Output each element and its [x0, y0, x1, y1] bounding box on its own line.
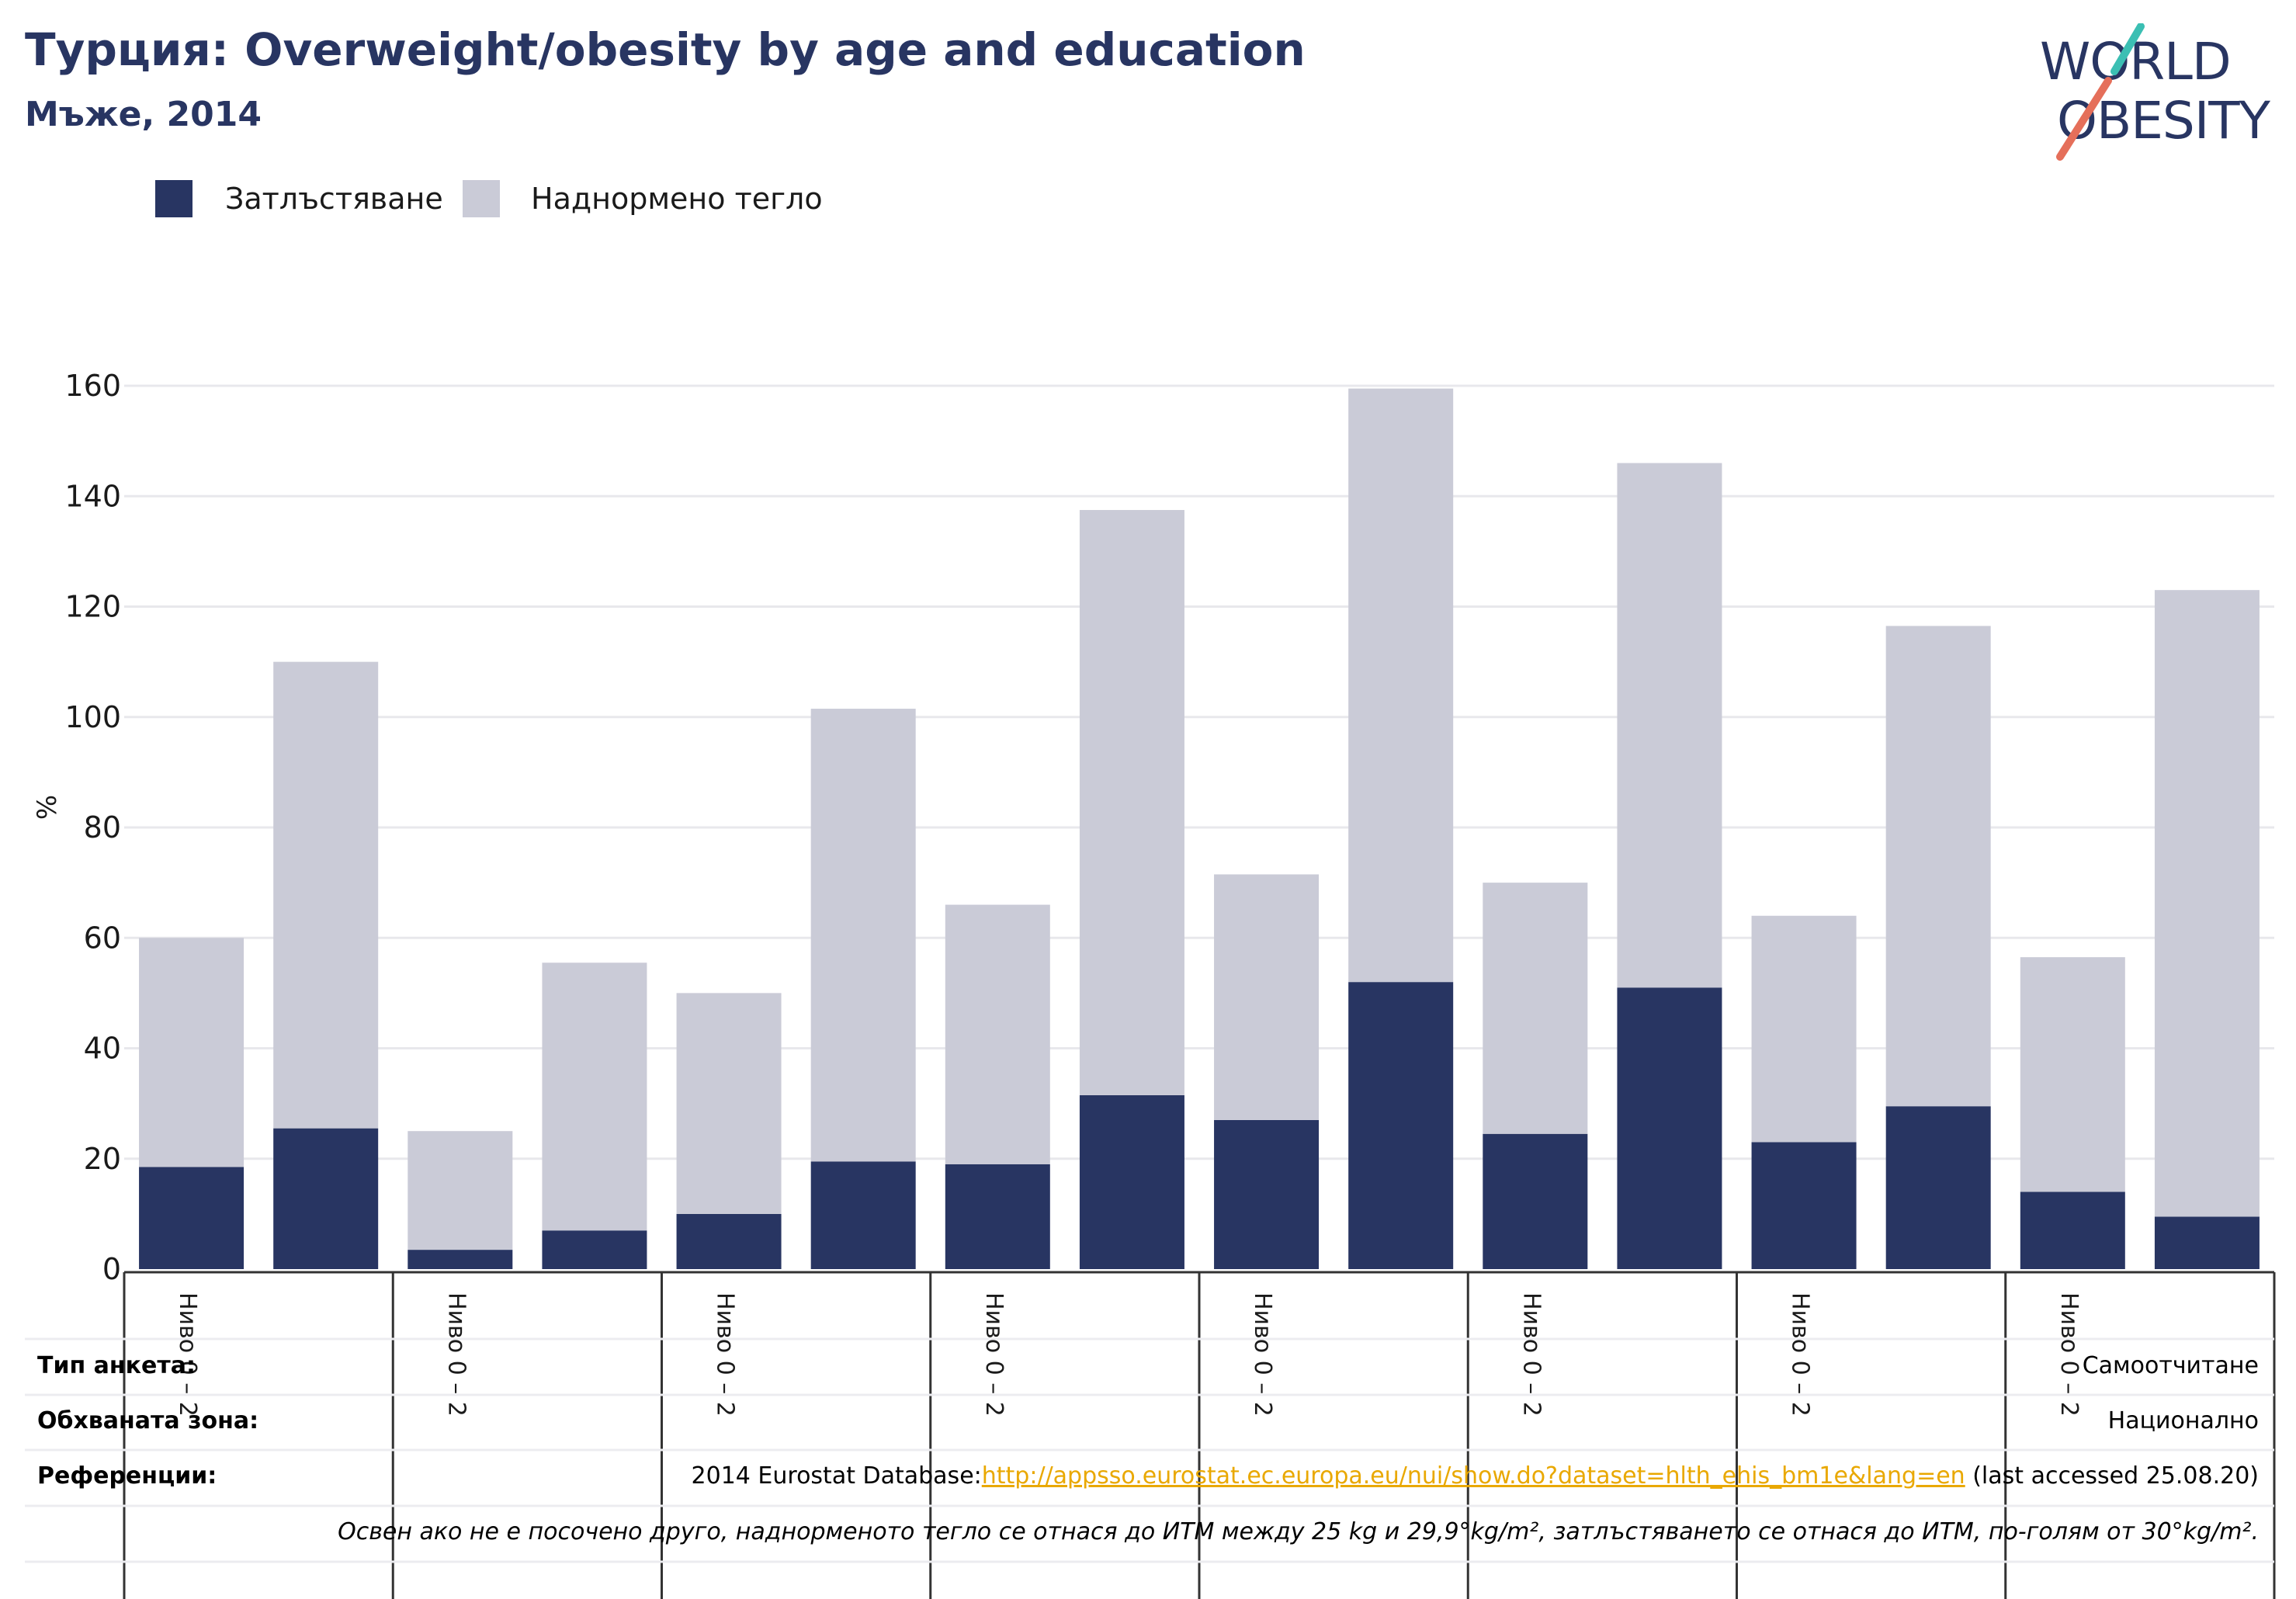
- x-group-label: Ниво 0 – 2: [1249, 1292, 1276, 1417]
- bar-obesity[interactable]: [542, 1230, 647, 1269]
- bar-overweight[interactable]: [542, 963, 647, 1231]
- survey-type-value: Самоотчитане: [2082, 1352, 2259, 1379]
- y-tick-label: 120: [64, 590, 121, 624]
- y-tick-label: 20: [84, 1142, 121, 1176]
- bar-obesity[interactable]: [1751, 1142, 1857, 1269]
- bar-overweight[interactable]: [810, 709, 916, 1162]
- references-value: 2014 Eurostat Database:http://appsso.eur…: [692, 1462, 2259, 1490]
- bar-obesity[interactable]: [1214, 1119, 1320, 1269]
- bar-overweight[interactable]: [676, 993, 782, 1214]
- bar-obesity[interactable]: [810, 1161, 916, 1269]
- references-suffix: (last accessed 25.08.20): [1965, 1462, 2259, 1490]
- bar-obesity[interactable]: [1079, 1094, 1184, 1269]
- y-axis: 0 20 40 60 80 100 120 140 160%: [32, 369, 2274, 1286]
- chart-subtitle: Мъже, 2014: [25, 95, 262, 134]
- references-label: Референции:: [37, 1462, 217, 1490]
- x-group-label: Ниво 0 – 2: [1787, 1292, 1814, 1417]
- x-group-label: Ниво 0 – 2: [442, 1292, 470, 1417]
- references-link[interactable]: http://appsso.eurostat.ec.europa.eu/nui/…: [981, 1462, 1965, 1490]
- legend-swatch-overweight: [463, 180, 500, 217]
- y-tick-label: 0: [102, 1252, 121, 1286]
- legend-label-overweight: Наднормено тегло: [531, 182, 823, 216]
- x-group-label: Ниво 0 – 2: [174, 1292, 201, 1417]
- y-tick-label: 60: [84, 921, 121, 955]
- y-tick-label: 100: [64, 700, 121, 734]
- x-group-label: Ниво 0 – 2: [980, 1292, 1008, 1417]
- legend-swatch-obesity: [155, 180, 192, 217]
- bar-obesity[interactable]: [1483, 1133, 1588, 1269]
- info-table-lines: [25, 1272, 2276, 1599]
- bar-obesity[interactable]: [273, 1128, 379, 1269]
- bar-obesity[interactable]: [945, 1164, 1050, 1269]
- definition-note: Освен ако не е посочено друго, наднормен…: [338, 1518, 2259, 1545]
- y-tick-label: 160: [64, 369, 121, 403]
- bar-overweight[interactable]: [1751, 915, 1857, 1143]
- bar-obesity[interactable]: [1348, 982, 1454, 1269]
- bar-obesity[interactable]: [2020, 1191, 2125, 1269]
- bars: [139, 388, 2260, 1269]
- legend-label-obesity: Затлъстяване: [225, 182, 443, 216]
- bar-overweight[interactable]: [1885, 626, 1991, 1107]
- coverage-value: Национално: [2107, 1407, 2259, 1434]
- bar-obesity[interactable]: [1617, 987, 1722, 1269]
- y-tick-label: 40: [84, 1032, 121, 1066]
- x-group-label: Ниво 0 – 2: [2055, 1292, 2083, 1417]
- bar-overweight[interactable]: [139, 938, 245, 1167]
- world-obesity-logo: WORLD OBESITY: [2040, 23, 2272, 161]
- references-prefix: 2014 Eurostat Database:: [691, 1462, 982, 1490]
- bar-obesity[interactable]: [2154, 1216, 2260, 1269]
- bar-overweight[interactable]: [1617, 463, 1722, 988]
- bar-overweight[interactable]: [1483, 883, 1588, 1134]
- bar-obesity[interactable]: [676, 1213, 782, 1269]
- y-tick-label: 140: [64, 479, 121, 513]
- bar-obesity[interactable]: [408, 1250, 513, 1269]
- bar-overweight[interactable]: [408, 1131, 513, 1250]
- chart-title: Турция: Overweight/obesity by age and ed…: [25, 23, 1306, 76]
- coverage-label: Обхваната зона:: [37, 1407, 259, 1434]
- bar-overweight[interactable]: [273, 661, 379, 1129]
- bar-obesity[interactable]: [1885, 1106, 1991, 1269]
- bar-overweight[interactable]: [2020, 957, 2125, 1192]
- x-group-label: Ниво 0 – 2: [1517, 1292, 1545, 1417]
- bar-overweight[interactable]: [2154, 590, 2260, 1217]
- x-group-label: Ниво 0 – 2: [712, 1292, 739, 1417]
- y-tick-label: 80: [84, 810, 121, 845]
- bar-overweight[interactable]: [1348, 388, 1454, 983]
- bar-overweight[interactable]: [945, 904, 1050, 1164]
- survey-type-label: Тип анкета:: [37, 1352, 196, 1379]
- bar-overweight[interactable]: [1214, 874, 1320, 1120]
- bar-overweight[interactable]: [1079, 510, 1184, 1095]
- x-axis-labels: Ниво 0 – 2 Ниво 0 – 2 Ниво 0 – 2 Ниво 0 – 2…: [174, 1292, 2083, 1417]
- y-axis-label: %: [32, 795, 63, 820]
- bar-obesity[interactable]: [139, 1167, 245, 1269]
